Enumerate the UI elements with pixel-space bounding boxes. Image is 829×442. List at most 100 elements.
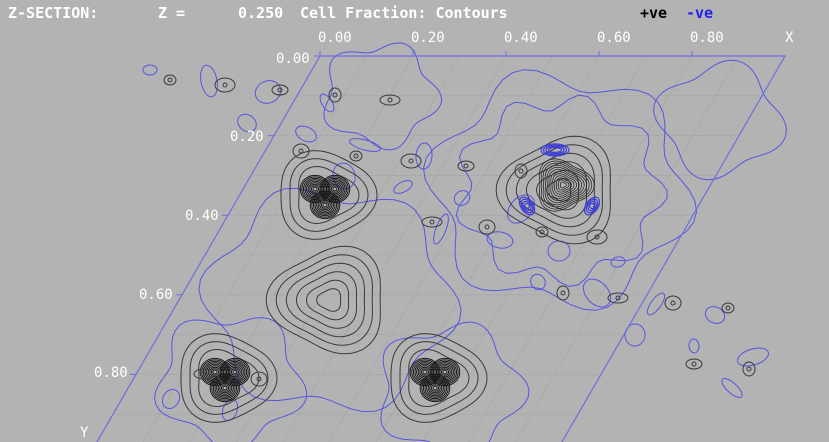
positive-contour xyxy=(319,199,331,211)
positive-contour xyxy=(457,160,475,172)
positive-contour xyxy=(586,229,608,245)
z-value: 0.250 xyxy=(238,4,284,22)
grid-line xyxy=(422,55,646,442)
positive-contour xyxy=(420,368,430,376)
positive-contour xyxy=(429,219,435,225)
negative-contour xyxy=(624,323,646,347)
positive-contour xyxy=(431,359,459,385)
negative-contour xyxy=(486,231,514,249)
negative-lobe-contour xyxy=(520,198,534,214)
positive-contour xyxy=(201,371,207,377)
grid-line xyxy=(515,55,739,442)
positive-contour xyxy=(224,362,246,382)
negative-contour xyxy=(433,213,449,245)
positive-contour xyxy=(691,361,697,367)
positive-contour xyxy=(163,74,177,86)
negative-lobe-contour xyxy=(585,198,599,214)
negative-contour xyxy=(348,138,382,152)
positive-contour xyxy=(193,368,215,380)
positive-contour xyxy=(560,181,567,189)
positive-contour xyxy=(439,366,451,378)
positive-contour xyxy=(295,271,357,329)
positive-contour xyxy=(180,333,278,423)
positive-contour xyxy=(219,382,231,394)
positive-contour xyxy=(250,371,268,387)
unit-cell-outline xyxy=(96,55,787,442)
negative-contour xyxy=(530,273,546,291)
positive-contour xyxy=(463,163,469,169)
negative-contour xyxy=(161,388,181,410)
positive-contour xyxy=(277,87,283,93)
negative-contour xyxy=(198,187,462,413)
negative-contour xyxy=(422,69,698,311)
positive-contour xyxy=(214,378,236,398)
positive-contour xyxy=(594,234,600,240)
positive-contour xyxy=(309,190,341,220)
negative-contour xyxy=(332,162,356,190)
x-tick-label: 0.60 xyxy=(597,30,631,46)
x-tick-label: 0.80 xyxy=(690,30,724,46)
positive-contour xyxy=(421,216,443,228)
negative-contour xyxy=(704,306,726,324)
positive-contour xyxy=(721,302,735,314)
positive-contour xyxy=(429,382,441,394)
y-tick-label: 0.00 xyxy=(276,51,310,67)
positive-contour xyxy=(332,186,338,192)
positive-contour xyxy=(314,195,336,215)
x-axis-label: X xyxy=(785,30,794,46)
positive-contour xyxy=(310,185,320,193)
x-tick-label: 0.00 xyxy=(318,30,352,46)
negative-lobe-contour xyxy=(583,196,601,216)
positive-contour xyxy=(285,262,366,338)
negative-lobe-contour xyxy=(542,144,568,156)
negative-lobe-contour xyxy=(545,145,565,155)
negative-lobe-contour xyxy=(547,147,563,154)
positive-contour xyxy=(298,165,360,225)
positive-contour xyxy=(280,150,378,240)
negative-contour xyxy=(610,256,626,268)
positive-contour xyxy=(484,224,490,230)
negative-contour xyxy=(646,292,666,316)
positive-contour xyxy=(670,300,676,306)
positive-contour xyxy=(505,144,603,236)
negative-contour xyxy=(200,64,218,98)
positive-contour xyxy=(725,305,731,311)
positive-contour xyxy=(421,375,449,401)
positive-contour xyxy=(550,171,580,199)
positive-contour xyxy=(556,177,572,193)
positive-contour xyxy=(209,373,241,403)
positive-contour xyxy=(424,378,446,398)
positive-contour xyxy=(229,366,241,378)
negative-lobe-contour xyxy=(522,200,532,212)
legend-positive: +ve xyxy=(640,4,668,22)
positive-contour xyxy=(544,164,588,206)
negative-contour xyxy=(737,347,769,367)
positive-contour xyxy=(514,163,528,179)
negative-contour xyxy=(455,94,668,287)
negative-lobe-contour xyxy=(540,143,570,157)
positive-contour xyxy=(408,348,470,408)
positive-contour xyxy=(556,285,570,301)
positive-contour xyxy=(324,179,346,199)
negative-contour xyxy=(142,64,158,76)
positive-contour xyxy=(518,168,524,174)
negative-contour xyxy=(237,113,257,133)
positive-contour xyxy=(328,87,342,103)
positive-contour xyxy=(189,341,269,415)
positive-contour xyxy=(312,193,338,217)
z-label: Z = xyxy=(158,4,186,22)
positive-contour xyxy=(419,373,451,403)
negative-lobe-contour xyxy=(587,200,597,212)
positive-contour xyxy=(539,229,545,235)
positive-contour xyxy=(535,226,549,238)
cell-grid xyxy=(113,51,762,442)
positive-contour xyxy=(298,148,304,154)
positive-contour xyxy=(542,162,590,208)
x-tick-label: 0.40 xyxy=(504,30,538,46)
positive-contour xyxy=(222,82,228,88)
positive-contour xyxy=(221,359,249,385)
positive-contour xyxy=(217,381,233,395)
positive-contour xyxy=(353,153,359,159)
positive-contour xyxy=(271,84,289,96)
